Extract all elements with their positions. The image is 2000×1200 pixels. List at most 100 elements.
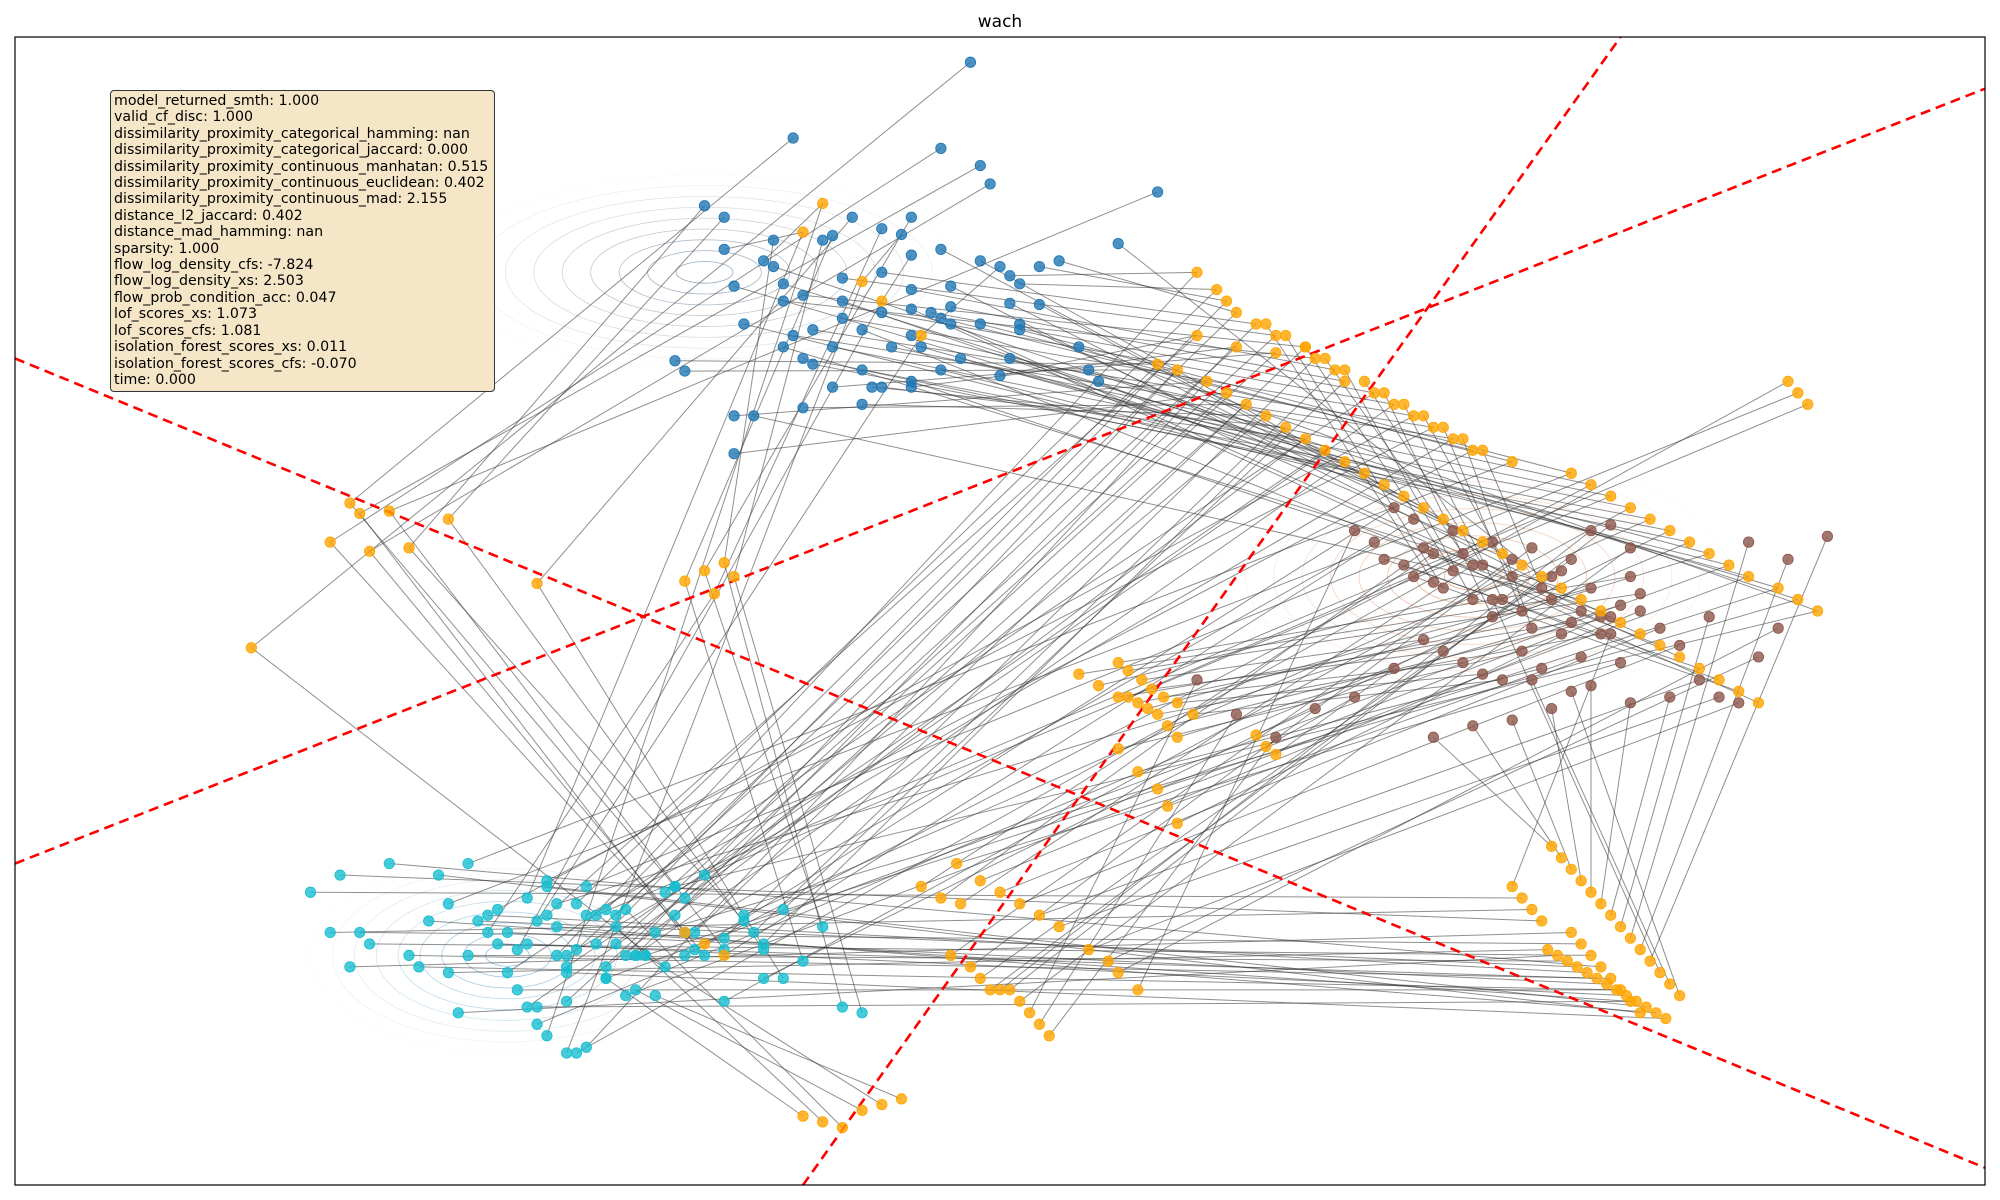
class_1-point (1605, 519, 1617, 531)
cf-link (723, 507, 1631, 1002)
cf-link (753, 415, 1582, 601)
counterfactual-point (1585, 949, 1597, 962)
cf-link (467, 461, 1513, 865)
cf-link (704, 507, 1395, 945)
counterfactual-point (354, 507, 366, 520)
counterfactual-point (1339, 375, 1351, 387)
class_2-point (590, 938, 602, 950)
class_2-point (560, 949, 573, 962)
density-contour (353, 879, 662, 1032)
class_2-point (560, 995, 573, 1007)
class_0-point (945, 280, 957, 292)
class_2-point (482, 909, 494, 921)
counterfactual-point (994, 886, 1006, 898)
counterfactual-point (1713, 674, 1725, 686)
class_0-point (836, 272, 849, 284)
class_0-point (905, 375, 917, 387)
class_2-point (462, 857, 474, 870)
class_1-point (1693, 674, 1705, 686)
cf-link (536, 216, 853, 584)
counterfactual-point (442, 513, 454, 525)
class_1-point (1555, 565, 1568, 577)
counterfactual-point (1650, 1007, 1662, 1019)
counterfactual-point (1644, 955, 1656, 967)
class_0-point (1083, 364, 1095, 376)
cf-link (704, 570, 824, 927)
counterfactual-point (1161, 800, 1174, 812)
counterfactual-point (954, 898, 967, 910)
cf-link (448, 472, 1572, 905)
metric-line: dissimilarity_proximity_continuous_manha… (114, 158, 489, 175)
cf-link (684, 541, 1375, 933)
cf-link (389, 863, 1601, 968)
class_1-point (1536, 582, 1548, 594)
class_1-point (1191, 674, 1203, 686)
class_2-point (580, 909, 592, 921)
cf-link (388, 510, 725, 950)
class_0-point (679, 365, 691, 377)
class_1-point (1614, 657, 1627, 669)
class_0-point (728, 280, 740, 292)
class_0-point (964, 56, 977, 68)
class_1-point (1408, 513, 1420, 525)
cf-link (1127, 593, 1641, 672)
counterfactual-point (1339, 364, 1351, 376)
cf-link (911, 380, 1602, 612)
cf-link (566, 972, 1666, 1020)
class_0-point (1004, 352, 1016, 365)
class_1-point (1427, 731, 1440, 743)
cf-link (950, 558, 1513, 956)
class_0-point (1112, 238, 1124, 250)
cf-link (980, 576, 1552, 979)
class_0-point (886, 341, 898, 353)
cf-link (586, 449, 1474, 916)
counterfactual-point (1792, 593, 1804, 606)
counterfactual-point (1157, 691, 1170, 703)
counterfactual-point (1260, 740, 1272, 753)
class_0-point (757, 255, 770, 267)
class_2-point (610, 909, 622, 921)
class_1-point (1575, 651, 1587, 663)
cf-link (546, 426, 1434, 882)
class_1-point (1743, 536, 1755, 548)
counterfactual-point (1171, 364, 1183, 376)
class_2-point (669, 880, 681, 893)
class_1-point (1821, 530, 1834, 542)
class_2-point (777, 972, 789, 984)
counterfactual-point (915, 329, 927, 342)
counterfactual-point (1187, 708, 1199, 720)
class_2-point (817, 921, 829, 933)
cf-link (556, 271, 1198, 956)
class_1-point (1605, 611, 1617, 623)
counterfactual-point (1368, 387, 1380, 399)
class_2-point (560, 961, 573, 973)
class_1-point (1624, 542, 1637, 554)
class_1-point (1506, 553, 1518, 565)
counterfactual-point (1358, 467, 1371, 479)
cf-link (251, 647, 666, 968)
counterfactual-point (1309, 352, 1321, 365)
cf-link (615, 392, 1227, 945)
class_0-point (718, 243, 730, 255)
cf-link (684, 415, 1267, 899)
counterfactual-point (1417, 410, 1430, 422)
cf-link (546, 203, 824, 1036)
class_0-point (777, 278, 789, 290)
counterfactual-point (1230, 306, 1243, 319)
class_1-point (1349, 691, 1361, 703)
metric-line: isolation_forest_scores_cfs: -0.070 (114, 355, 357, 372)
class_1-point (1388, 662, 1400, 675)
class_2-point (570, 1047, 583, 1059)
counterfactual-point (1142, 702, 1154, 715)
density-contour (1387, 535, 1559, 618)
class_2-point (531, 915, 543, 927)
counterfactual-point (856, 275, 868, 288)
counterfactual-point (1014, 995, 1026, 1007)
counterfactual-point (1624, 502, 1637, 514)
counterfactual-point (1437, 421, 1449, 433)
counterfactual-point (1023, 1007, 1036, 1019)
cf-link (871, 386, 1286, 428)
class_1-point (1349, 525, 1361, 537)
class_0-point (767, 234, 780, 246)
counterfactual-point (1211, 283, 1223, 296)
